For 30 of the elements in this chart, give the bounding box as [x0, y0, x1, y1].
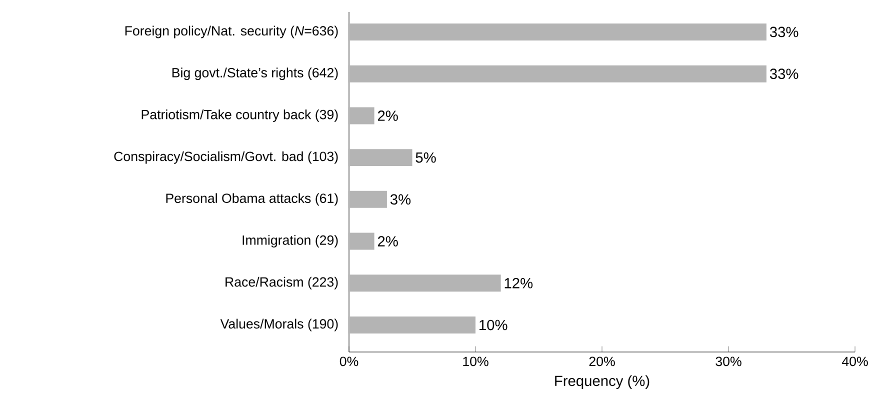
bar [349, 107, 374, 124]
y-tick-label: Race/Racism (223) [226, 276, 338, 290]
data-label: 33% [770, 26, 798, 38]
data-label: 33% [770, 68, 798, 80]
y-tick-label: Patriotism/Take country back (39) [142, 109, 338, 122]
data-label: 12% [504, 278, 533, 288]
data-label: 10% [480, 320, 508, 330]
data-label: 3% [390, 194, 411, 205]
bar [349, 149, 412, 166]
x-tick-label: 30% [716, 356, 742, 366]
y-tick-label: Immigration (29) [242, 235, 338, 248]
bar [349, 65, 766, 82]
bar [349, 23, 766, 40]
y-tick-label: Conspiracy/Socialism/Govt. bad (103) [114, 151, 338, 164]
x-tick-label: 10% [463, 356, 488, 366]
x-tick-label: 40% [842, 356, 868, 366]
y-tick-label: Big govt./State’s rights (642) [172, 68, 338, 80]
y-tick-label: Values/Morals (190) [220, 318, 338, 332]
bar [349, 316, 476, 334]
bar [349, 190, 387, 208]
x-tick-label: 20% [589, 356, 615, 366]
x-axis-title: Frequency (%) [555, 375, 650, 389]
y-tick-label: Foreign policy/Nat. security (N=636) [125, 26, 338, 38]
y-tick-label: Personal Obama attacks (61) [166, 193, 338, 206]
data-label: 2% [378, 110, 398, 121]
data-label: 2% [378, 236, 398, 246]
bar [349, 274, 501, 292]
x-tick-label: 0% [340, 356, 358, 366]
bar [349, 232, 374, 250]
data-label: 5% [416, 152, 436, 163]
